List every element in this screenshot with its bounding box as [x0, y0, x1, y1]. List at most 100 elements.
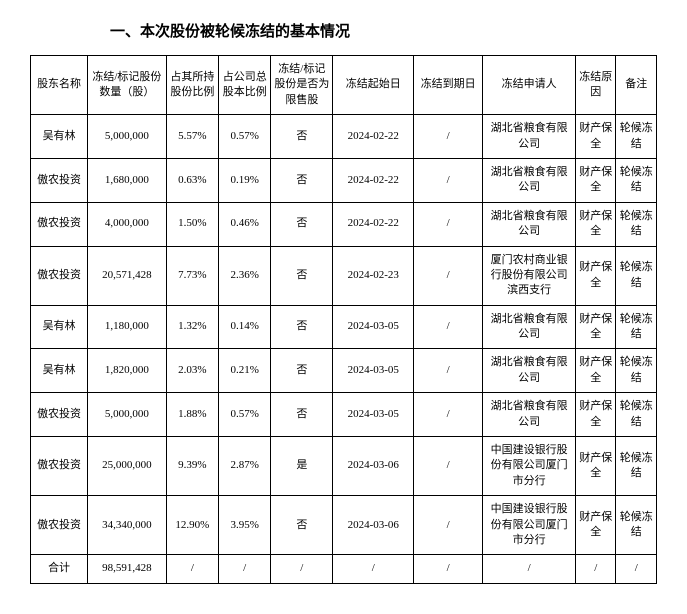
cell-remark: 轮候冻结	[616, 349, 657, 393]
cell-applicant: 湖北省粮食有限公司	[483, 349, 576, 393]
cell-reason: 财产保全	[576, 202, 616, 246]
table-row: 傲农投资20,571,4287.73%2.36%否2024-02-23/厦门农村…	[31, 246, 657, 305]
table-total-row: 合计98,591,428////////	[31, 555, 657, 583]
cell-reason: 财产保全	[576, 305, 616, 349]
cell-end_date: /	[414, 246, 483, 305]
cell-remark: 轮候冻结	[616, 115, 657, 159]
total-cell-remark: /	[616, 555, 657, 583]
cell-start_date: 2024-02-22	[333, 202, 414, 246]
header-pct-total: 占公司总股本比例	[219, 56, 271, 115]
total-cell-name: 合计	[31, 555, 88, 583]
cell-applicant: 湖北省粮食有限公司	[483, 158, 576, 202]
cell-remark: 轮候冻结	[616, 496, 657, 555]
cell-reason: 财产保全	[576, 393, 616, 437]
cell-applicant: 厦门农村商业银行股份有限公司滨西支行	[483, 246, 576, 305]
cell-reason: 财产保全	[576, 246, 616, 305]
cell-pct_total: 0.57%	[219, 393, 271, 437]
cell-pct_holding: 5.57%	[166, 115, 218, 159]
total-cell-end_date: /	[414, 555, 483, 583]
cell-shares: 20,571,428	[88, 246, 167, 305]
cell-pct_total: 0.19%	[219, 158, 271, 202]
header-pct-holding: 占其所持股份比例	[166, 56, 218, 115]
cell-applicant: 中国建设银行股份有限公司厦门市分行	[483, 437, 576, 496]
cell-reason: 财产保全	[576, 437, 616, 496]
cell-end_date: /	[414, 158, 483, 202]
cell-restricted: 否	[271, 305, 333, 349]
cell-pct_total: 2.87%	[219, 437, 271, 496]
cell-name: 傲农投资	[31, 202, 88, 246]
header-restricted: 冻结/标记股份是否为限售股	[271, 56, 333, 115]
cell-reason: 财产保全	[576, 496, 616, 555]
table-row: 傲农投资5,000,0001.88%0.57%否2024-03-05/湖北省粮食…	[31, 393, 657, 437]
freeze-table: 股东名称 冻结/标记股份数量（股） 占其所持股份比例 占公司总股本比例 冻结/标…	[30, 55, 657, 584]
cell-applicant: 湖北省粮食有限公司	[483, 115, 576, 159]
table-row: 吴有林1,180,0001.32%0.14%否2024-03-05/湖北省粮食有…	[31, 305, 657, 349]
table-row: 傲农投资34,340,00012.90%3.95%否2024-03-06/中国建…	[31, 496, 657, 555]
cell-shares: 4,000,000	[88, 202, 167, 246]
header-shares: 冻结/标记股份数量（股）	[88, 56, 167, 115]
cell-shares: 1,680,000	[88, 158, 167, 202]
header-name: 股东名称	[31, 56, 88, 115]
cell-restricted: 否	[271, 393, 333, 437]
cell-end_date: /	[414, 349, 483, 393]
cell-start_date: 2024-02-22	[333, 158, 414, 202]
cell-name: 吴有林	[31, 115, 88, 159]
cell-shares: 34,340,000	[88, 496, 167, 555]
table-header-row: 股东名称 冻结/标记股份数量（股） 占其所持股份比例 占公司总股本比例 冻结/标…	[31, 56, 657, 115]
table-row: 傲农投资1,680,0000.63%0.19%否2024-02-22/湖北省粮食…	[31, 158, 657, 202]
cell-restricted: 否	[271, 115, 333, 159]
cell-start_date: 2024-03-05	[333, 393, 414, 437]
document-page: 一、本次股份被轮候冻结的基本情况 股东名称 冻结/标记股份数量（股） 占其所持股…	[0, 0, 687, 614]
cell-restricted: 是	[271, 437, 333, 496]
total-cell-applicant: /	[483, 555, 576, 583]
cell-shares: 1,820,000	[88, 349, 167, 393]
cell-end_date: /	[414, 496, 483, 555]
cell-pct_total: 3.95%	[219, 496, 271, 555]
cell-start_date: 2024-03-05	[333, 305, 414, 349]
cell-pct_holding: 1.88%	[166, 393, 218, 437]
cell-shares: 5,000,000	[88, 393, 167, 437]
cell-applicant: 湖北省粮食有限公司	[483, 393, 576, 437]
cell-name: 傲农投资	[31, 246, 88, 305]
total-cell-shares: 98,591,428	[88, 555, 167, 583]
cell-applicant: 湖北省粮食有限公司	[483, 202, 576, 246]
cell-start_date: 2024-03-05	[333, 349, 414, 393]
cell-pct_holding: 1.32%	[166, 305, 218, 349]
cell-pct_total: 0.57%	[219, 115, 271, 159]
cell-shares: 1,180,000	[88, 305, 167, 349]
table-row: 吴有林5,000,0005.57%0.57%否2024-02-22/湖北省粮食有…	[31, 115, 657, 159]
cell-end_date: /	[414, 202, 483, 246]
cell-pct_holding: 0.63%	[166, 158, 218, 202]
cell-restricted: 否	[271, 349, 333, 393]
cell-remark: 轮候冻结	[616, 393, 657, 437]
total-cell-pct_total: /	[219, 555, 271, 583]
cell-remark: 轮候冻结	[616, 437, 657, 496]
total-cell-restricted: /	[271, 555, 333, 583]
cell-shares: 25,000,000	[88, 437, 167, 496]
cell-pct_holding: 12.90%	[166, 496, 218, 555]
cell-applicant: 中国建设银行股份有限公司厦门市分行	[483, 496, 576, 555]
cell-remark: 轮候冻结	[616, 202, 657, 246]
cell-pct_total: 2.36%	[219, 246, 271, 305]
cell-reason: 财产保全	[576, 158, 616, 202]
cell-start_date: 2024-03-06	[333, 437, 414, 496]
cell-remark: 轮候冻结	[616, 246, 657, 305]
cell-start_date: 2024-03-06	[333, 496, 414, 555]
cell-restricted: 否	[271, 158, 333, 202]
cell-pct_total: 0.46%	[219, 202, 271, 246]
header-start-date: 冻结起始日	[333, 56, 414, 115]
total-cell-reason: /	[576, 555, 616, 583]
cell-remark: 轮候冻结	[616, 158, 657, 202]
cell-name: 吴有林	[31, 349, 88, 393]
cell-start_date: 2024-02-23	[333, 246, 414, 305]
cell-restricted: 否	[271, 496, 333, 555]
cell-name: 傲农投资	[31, 496, 88, 555]
cell-remark: 轮候冻结	[616, 305, 657, 349]
cell-end_date: /	[414, 393, 483, 437]
cell-start_date: 2024-02-22	[333, 115, 414, 159]
cell-reason: 财产保全	[576, 115, 616, 159]
header-applicant: 冻结申请人	[483, 56, 576, 115]
cell-shares: 5,000,000	[88, 115, 167, 159]
header-end-date: 冻结到期日	[414, 56, 483, 115]
total-cell-pct_holding: /	[166, 555, 218, 583]
